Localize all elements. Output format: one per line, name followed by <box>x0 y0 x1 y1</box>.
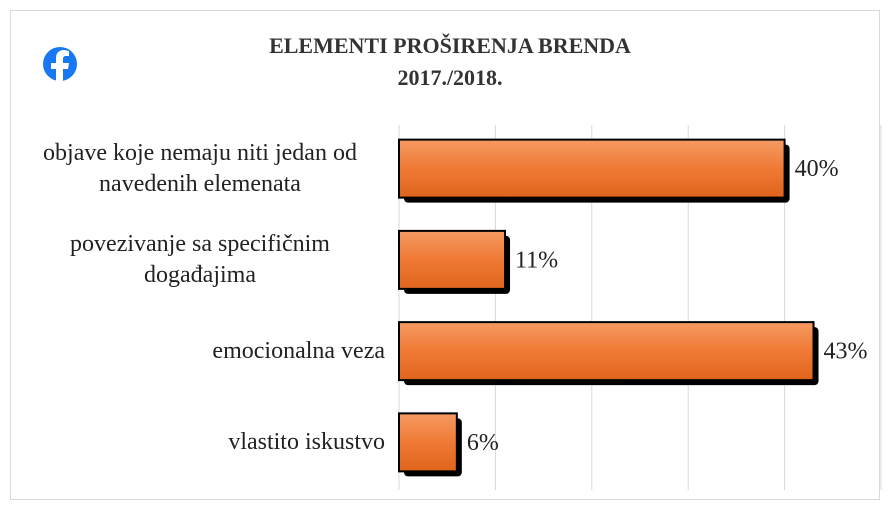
facebook-icon <box>43 47 77 81</box>
category-text: emocionalna veza <box>212 337 385 364</box>
category-text: vlastito iskustvo <box>228 428 385 455</box>
category-label: povezivanje sa specifičnim događajima <box>15 220 385 300</box>
category-label: emocionalna veza <box>15 311 385 391</box>
value-label: 11% <box>515 247 558 273</box>
value-label: 6% <box>467 430 499 456</box>
value-label: 40% <box>795 156 839 182</box>
bar <box>398 229 507 290</box>
category-label: objave koje nemaju niti jedan od naveden… <box>15 129 385 209</box>
category-text: povezivanje sa specifičnim događajima <box>70 230 330 288</box>
bar <box>398 321 815 382</box>
category-label: vlastito iskustvo <box>15 402 385 482</box>
chart-title: ELEMENTI PROŠIRENJA BRENDA <box>269 33 631 58</box>
bar <box>398 412 458 473</box>
chart-subtitle: 2017./2018. <box>397 65 502 90</box>
category-text: objave koje nemaju niti jedan od naveden… <box>43 139 357 197</box>
bar <box>398 138 786 199</box>
value-label: 43% <box>824 339 868 365</box>
